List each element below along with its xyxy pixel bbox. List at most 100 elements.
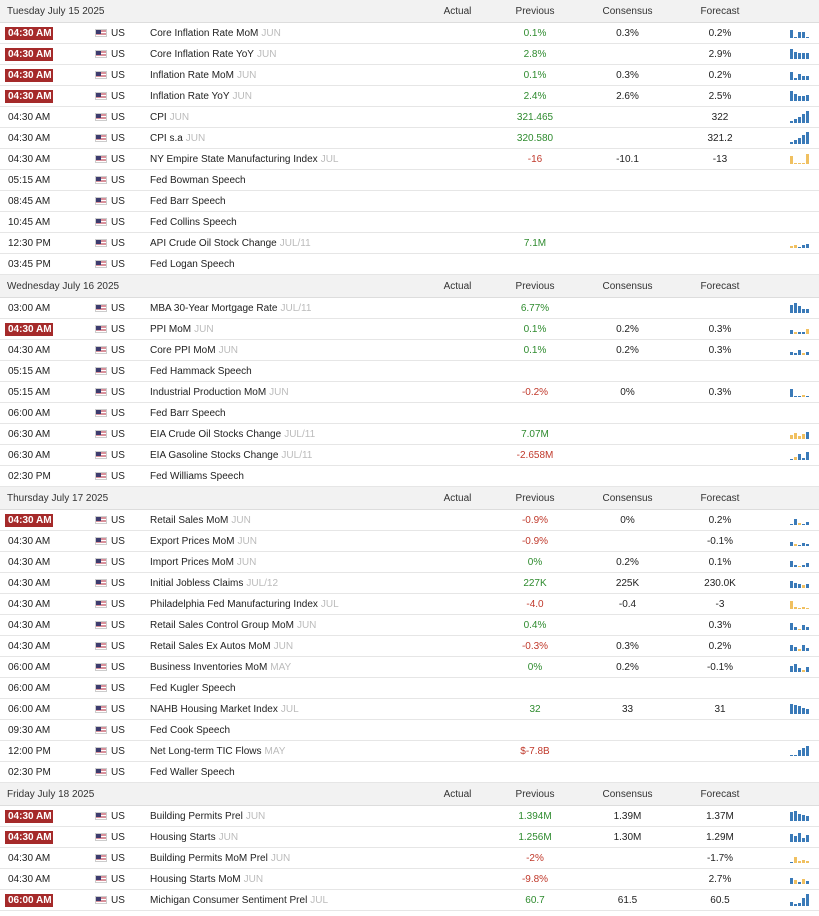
- event-row[interactable]: 04:30 AM US NY Empire State Manufacturing …: [0, 148, 819, 170]
- event-row[interactable]: 04:30 AM US Core Inflation Rate MoM JUN 0.1%…: [0, 22, 819, 44]
- sparkline-chart-icon[interactable]: [789, 640, 809, 652]
- event-row[interactable]: 06:30 AM US EIA Gasoline Stocks Change JUL/…: [0, 444, 819, 466]
- event-name-link[interactable]: Fed Barr Speech: [150, 195, 226, 207]
- event-name-link[interactable]: Retail Sales Ex Autos MoM: [150, 640, 271, 652]
- sparkline-chart-icon[interactable]: [789, 894, 809, 906]
- sparkline-chart-icon[interactable]: [789, 428, 809, 440]
- sparkline-chart-icon[interactable]: [789, 703, 809, 715]
- event-name-link[interactable]: Export Prices MoM: [150, 535, 235, 547]
- event-name-link[interactable]: Fed Cook Speech: [150, 724, 231, 736]
- event-name-link[interactable]: Industrial Production MoM: [150, 386, 267, 398]
- event-name-link[interactable]: Philadelphia Fed Manufacturing Index: [150, 598, 318, 610]
- event-name-link[interactable]: Fed Williams Speech: [150, 470, 244, 482]
- event-cell[interactable]: Fed Barr Speech: [150, 190, 420, 212]
- sparkline-chart-icon[interactable]: [789, 577, 809, 589]
- event-name-link[interactable]: EIA Gasoline Stocks Change: [150, 449, 279, 461]
- sparkline-chart-icon[interactable]: [789, 48, 809, 60]
- event-name-link[interactable]: Housing Starts: [150, 831, 216, 843]
- event-cell[interactable]: Core Inflation Rate YoY JUN: [150, 43, 420, 65]
- event-row[interactable]: 12:00 PM US Net Long-term TIC Flows MAY $-7.…: [0, 740, 819, 762]
- event-name-link[interactable]: EIA Crude Oil Stocks Change: [150, 428, 282, 440]
- event-row[interactable]: 04:30 AM US Inflation Rate MoM JUN 0.1% 0.3% 0…: [0, 64, 819, 86]
- sparkline-chart-icon[interactable]: [789, 449, 809, 461]
- event-name-link[interactable]: Core PPI MoM: [150, 344, 216, 356]
- event-cell[interactable]: Housing Starts JUN: [150, 826, 420, 848]
- event-cell[interactable]: CPI s.a JUN: [150, 127, 420, 149]
- sparkline-chart-icon[interactable]: [789, 598, 809, 610]
- event-cell[interactable]: MBA 30-Year Mortgage Rate JUL/11: [150, 297, 420, 319]
- event-cell[interactable]: Export Prices MoM JUN: [150, 530, 420, 552]
- event-name-link[interactable]: Fed Barr Speech: [150, 407, 226, 419]
- event-cell[interactable]: Fed Kugler Speech: [150, 677, 420, 699]
- event-name-link[interactable]: Retail Sales MoM: [150, 514, 229, 526]
- event-name-link[interactable]: Inflation Rate YoY: [150, 90, 230, 102]
- event-name-link[interactable]: Core Inflation Rate YoY: [150, 48, 254, 60]
- event-name-link[interactable]: Inflation Rate MoM: [150, 69, 234, 81]
- event-row[interactable]: 05:15 AM US Fed Hammack Speech: [0, 360, 819, 382]
- sparkline-chart-icon[interactable]: [789, 619, 809, 631]
- event-name-link[interactable]: CPI s.a: [150, 132, 183, 144]
- event-name-link[interactable]: NY Empire State Manufacturing Index: [150, 153, 318, 165]
- sparkline-chart-icon[interactable]: [789, 237, 809, 249]
- event-name-link[interactable]: Building Permits Prel: [150, 810, 243, 822]
- event-name-link[interactable]: Fed Hammack Speech: [150, 365, 252, 377]
- event-row[interactable]: 04:30 AM US Core Inflation Rate YoY JUN 2.8%…: [0, 43, 819, 65]
- event-cell[interactable]: Fed Barr Speech: [150, 402, 420, 424]
- event-name-link[interactable]: Import Prices MoM: [150, 556, 234, 568]
- event-row[interactable]: 04:30 AM US Retail Sales Control Group MoM…: [0, 614, 819, 636]
- event-row[interactable]: 06:00 AM US Fed Kugler Speech: [0, 677, 819, 699]
- event-row[interactable]: 04:30 AM US CPI s.a JUN 320.580 321.2: [0, 127, 819, 149]
- event-cell[interactable]: Initial Jobless Claims JUL/12: [150, 572, 420, 594]
- event-name-link[interactable]: API Crude Oil Stock Change: [150, 237, 277, 249]
- sparkline-chart-icon[interactable]: [789, 535, 809, 547]
- event-row[interactable]: 06:00 AM US NAHB Housing Market Index JUL 32…: [0, 698, 819, 720]
- event-cell[interactable]: Industrial Production MoM JUN: [150, 381, 420, 403]
- event-row[interactable]: 12:30 PM US API Crude Oil Stock Change JUL/…: [0, 232, 819, 254]
- sparkline-chart-icon[interactable]: [789, 27, 809, 39]
- event-name-link[interactable]: Fed Waller Speech: [150, 766, 235, 778]
- event-name-link[interactable]: MBA 30-Year Mortgage Rate: [150, 302, 278, 314]
- event-cell[interactable]: Retail Sales Control Group MoM JUN: [150, 614, 420, 636]
- event-cell[interactable]: Net Long-term TIC Flows MAY: [150, 740, 420, 762]
- event-name-link[interactable]: Housing Starts MoM: [150, 873, 241, 885]
- event-cell[interactable]: Fed Bowman Speech: [150, 169, 420, 191]
- event-name-link[interactable]: Net Long-term TIC Flows: [150, 745, 262, 757]
- event-cell[interactable]: Fed Collins Speech: [150, 211, 420, 233]
- event-row[interactable]: 04:30 AM US Inflation Rate YoY JUN 2.4% 2.6% 2…: [0, 85, 819, 107]
- event-cell[interactable]: NY Empire State Manufacturing Index JUL: [150, 148, 420, 170]
- sparkline-chart-icon[interactable]: [789, 852, 809, 864]
- sparkline-chart-icon[interactable]: [789, 132, 809, 144]
- event-cell[interactable]: Housing Starts MoM JUN: [150, 868, 420, 890]
- sparkline-chart-icon[interactable]: [789, 386, 809, 398]
- event-row[interactable]: 04:30 AM US Core PPI MoM JUN 0.1% 0.2% 0.3%: [0, 339, 819, 361]
- event-cell[interactable]: Core PPI MoM JUN: [150, 339, 420, 361]
- event-row[interactable]: 10:45 AM US Fed Collins Speech: [0, 211, 819, 233]
- event-cell[interactable]: Fed Logan Speech: [150, 253, 420, 275]
- event-cell[interactable]: Business Inventories MoM MAY: [150, 656, 420, 678]
- event-row[interactable]: 04:30 AM US CPI JUN 321.465 322: [0, 106, 819, 128]
- event-name-link[interactable]: Business Inventories MoM: [150, 661, 268, 673]
- event-row[interactable]: 04:30 AM US Building Permits MoM Prel JUN -2…: [0, 847, 819, 869]
- event-name-link[interactable]: Building Permits MoM Prel: [150, 852, 268, 864]
- event-cell[interactable]: API Crude Oil Stock Change JUL/11: [150, 232, 420, 254]
- event-name-link[interactable]: PPI MoM: [150, 323, 192, 335]
- event-name-link[interactable]: Fed Collins Speech: [150, 216, 237, 228]
- event-name-link[interactable]: Fed Logan Speech: [150, 258, 235, 270]
- sparkline-chart-icon[interactable]: [789, 514, 809, 526]
- event-row[interactable]: 04:30 AM US Export Prices MoM JUN -0.9% -0.1%: [0, 530, 819, 552]
- event-name-link[interactable]: Initial Jobless Claims: [150, 577, 244, 589]
- sparkline-chart-icon[interactable]: [789, 831, 809, 843]
- event-cell[interactable]: Fed Hammack Speech: [150, 360, 420, 382]
- sparkline-chart-icon[interactable]: [789, 810, 809, 822]
- event-row[interactable]: 06:00 AM US Business Inventories MoM MAY 0% 0…: [0, 656, 819, 678]
- event-cell[interactable]: Inflation Rate MoM JUN: [150, 64, 420, 86]
- sparkline-chart-icon[interactable]: [789, 90, 809, 102]
- event-name-link[interactable]: Michigan Consumer Sentiment Prel: [150, 894, 308, 906]
- sparkline-chart-icon[interactable]: [789, 873, 809, 885]
- event-cell[interactable]: PPI MoM JUN: [150, 318, 420, 340]
- event-cell[interactable]: Retail Sales Ex Autos MoM JUN: [150, 635, 420, 657]
- event-name-link[interactable]: NAHB Housing Market Index: [150, 703, 278, 715]
- event-row[interactable]: 08:45 AM US Fed Barr Speech: [0, 190, 819, 212]
- event-cell[interactable]: Building Permits Prel JUN: [150, 805, 420, 827]
- event-row[interactable]: 04:30 AM US Housing Starts MoM JUN -9.8% 2.7%: [0, 868, 819, 890]
